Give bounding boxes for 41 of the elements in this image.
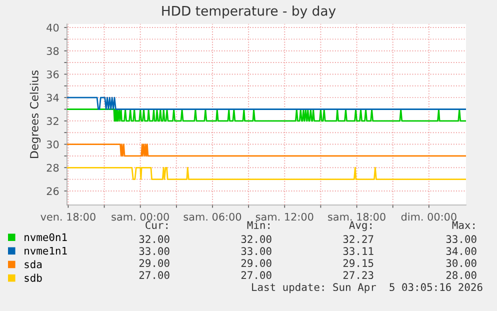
text: 33.00 xyxy=(139,247,170,256)
text: Avg: xyxy=(349,221,372,232)
chart-title: HDD temperature - by day xyxy=(162,6,336,18)
legend-label: nvme1n1 xyxy=(24,246,67,255)
text: 28.00 xyxy=(446,271,476,280)
y-tick-label: 36 xyxy=(46,70,59,78)
legend-label: sdb xyxy=(24,274,42,282)
y-tick-label: 38 xyxy=(46,47,59,55)
text: 32.27 xyxy=(343,235,374,244)
text: 30.00 xyxy=(446,259,476,268)
legend-label: sda xyxy=(24,260,42,268)
y-tick-label: 34 xyxy=(46,94,59,102)
text: 33.00 xyxy=(241,247,272,256)
y-tick-label: 32 xyxy=(46,117,58,126)
text: 32.00 xyxy=(139,235,170,244)
y-tick-label: 30 xyxy=(46,140,59,148)
y-axis-title: Degrees Celsius xyxy=(30,70,41,158)
text: Min: xyxy=(247,220,270,229)
x-tick-label: sam. 06:00 xyxy=(184,212,242,221)
text: 29.00 xyxy=(241,259,272,268)
text: Last update: Sun Apr 5 03:05:16 2026 xyxy=(252,282,482,294)
x-tick-label: sam. 00:00 xyxy=(112,212,169,221)
y-tick-label: 40 xyxy=(46,24,59,32)
text: 27.23 xyxy=(343,271,374,280)
text: 29.15 xyxy=(343,259,374,268)
y-tick-label: 28 xyxy=(46,164,59,172)
x-tick-label: dim. 00:00 xyxy=(401,212,456,221)
text: 27.00 xyxy=(241,271,272,280)
text: 33.11 xyxy=(343,247,374,256)
x-tick-label: sam. 12:00 xyxy=(256,212,314,221)
text: Cur: xyxy=(146,221,168,230)
legend-label: nvme0n1 xyxy=(24,233,67,242)
y-tick-label: 26 xyxy=(46,187,59,196)
text: 33.00 xyxy=(446,235,476,244)
x-tick-label: ven. 18:00 xyxy=(40,212,96,221)
text: 34.00 xyxy=(446,247,476,256)
text: 27.00 xyxy=(139,271,170,280)
text: Max: xyxy=(452,221,474,230)
x-tick-label: sam. 18:00 xyxy=(328,212,386,221)
text: 29.00 xyxy=(139,259,170,268)
text: 32.00 xyxy=(241,235,272,244)
